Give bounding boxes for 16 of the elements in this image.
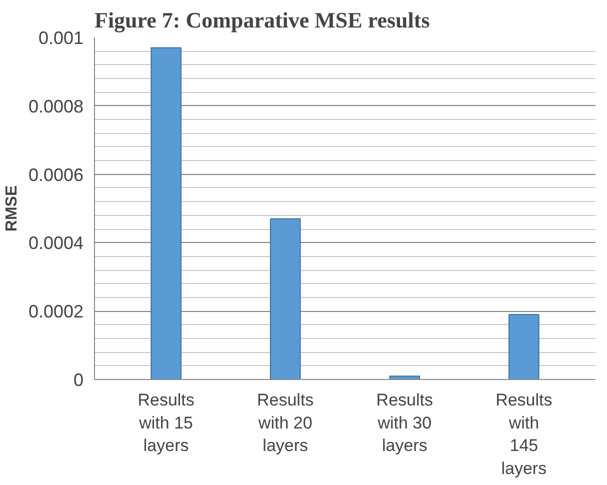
y-tick-label: 0.0004 (28, 233, 84, 254)
y-tick-label: 0 (73, 370, 84, 390)
y-tick-label: 0.0002 (28, 302, 84, 322)
bar (150, 47, 182, 380)
bar (270, 218, 301, 380)
chart-title: Figure 7: Comparative MSE results (94, 8, 430, 32)
x-tick-label: Results with 15 layers (138, 390, 194, 456)
x-tick-label: Results with 30 layers (376, 390, 433, 456)
x-tick-label: Results with 145 layers (496, 390, 552, 478)
y-tick-label: 0.0008 (28, 96, 84, 116)
y-tick-label: 0.0006 (28, 164, 84, 185)
y-tick-label: 0.001 (38, 28, 84, 48)
y-axis-title: RMSE (3, 185, 20, 232)
bar (389, 376, 420, 380)
x-tick-label: Results with 20 layers (257, 390, 314, 456)
bar (508, 314, 540, 380)
